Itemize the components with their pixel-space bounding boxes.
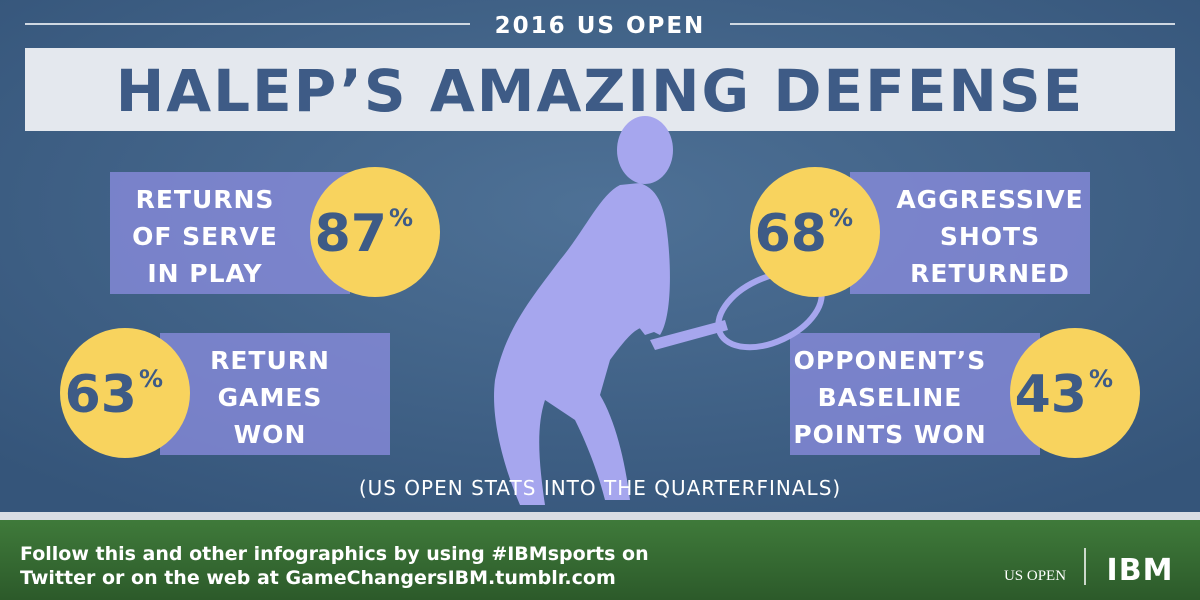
stat-label: RETURNS <box>136 185 275 214</box>
footnote: (US OPEN STATS INTO THE QUARTERFINALS) <box>359 476 841 500</box>
usopen-logo: US OPEN <box>1004 568 1066 584</box>
stat-label: WON <box>234 420 307 449</box>
footer-line: Follow this and other infographics by us… <box>20 543 649 565</box>
stat-unit: % <box>139 365 163 393</box>
title: HALEP’S AMAZING DEFENSE <box>116 57 1085 125</box>
stat-value: 68 <box>755 204 827 264</box>
stat-label: GAMES <box>218 383 323 412</box>
stat-label: RETURN <box>210 346 330 375</box>
stat-label: OPPONENT’S <box>794 346 987 375</box>
event: 2016 US OPEN <box>495 13 706 39</box>
stat-label: RETURNED <box>910 259 1070 288</box>
stat-circle <box>310 167 440 297</box>
stat-unit: % <box>829 204 853 232</box>
stat-band <box>850 172 1090 294</box>
stat-label: OF SERVE <box>132 222 278 251</box>
stat-value: 43 <box>1015 365 1087 425</box>
stat-unit: % <box>1089 365 1113 393</box>
stat-label: IN PLAY <box>147 259 262 288</box>
stat-label: POINTS WON <box>793 420 986 449</box>
baseline <box>0 512 1200 520</box>
stat-label: BASELINE <box>818 383 963 412</box>
stat-circle <box>1010 328 1140 458</box>
stat-value: 63 <box>65 365 137 425</box>
stat-band <box>110 172 350 294</box>
stat-label: SHOTS <box>940 222 1040 251</box>
stat-circle <box>60 328 190 458</box>
ibm-logo: IBM <box>1107 553 1174 588</box>
stat-unit: % <box>389 204 413 232</box>
stat-band <box>790 333 1040 455</box>
stat-circle <box>750 167 880 297</box>
grass <box>0 520 1200 600</box>
stat-label: AGGRESSIVE <box>896 185 1083 214</box>
stat-band <box>160 333 390 455</box>
player-silhouette <box>494 116 825 505</box>
stat-value: 87 <box>315 204 387 264</box>
title-banner <box>25 48 1175 131</box>
footer-line: Twitter or on the web at GameChangersIBM… <box>20 567 616 589</box>
